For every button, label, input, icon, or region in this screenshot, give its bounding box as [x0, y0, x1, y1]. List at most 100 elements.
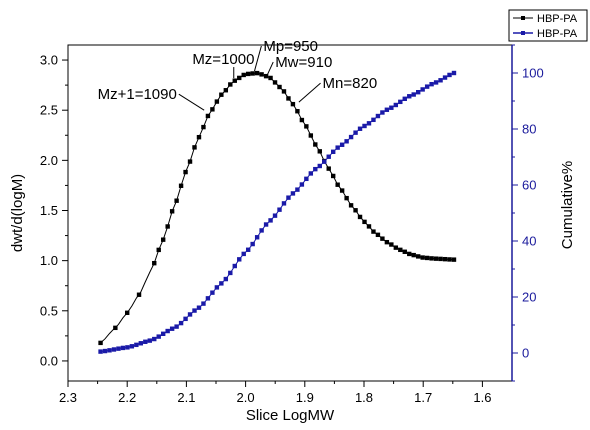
series-1-point [277, 84, 282, 90]
series-2-point [290, 191, 296, 196]
series-2-point [250, 241, 255, 247]
series-1-point [196, 134, 202, 140]
x-axis: 2.3 2.2 2.1 2.0 1.9 1.8 1.7 1.6 [59, 381, 491, 405]
series-2-point [165, 328, 170, 334]
series-2-point [134, 342, 139, 348]
series-1-point [250, 71, 255, 76]
series-2-point [429, 81, 434, 87]
annotation-leader [178, 93, 205, 111]
series-2-point [174, 324, 179, 329]
series-2-point [362, 123, 367, 129]
series-2-point [201, 301, 206, 306]
series-2-point [286, 195, 291, 200]
x-tick-label: 2.1 [177, 390, 195, 405]
series-2-point [304, 176, 309, 182]
series-1-point [165, 224, 170, 229]
series-1-point [245, 71, 251, 77]
series-1-point [353, 208, 358, 213]
annotation-leader [265, 61, 274, 78]
series-2-point [357, 126, 363, 131]
series-1-point [259, 72, 264, 77]
series-2-point [398, 99, 403, 105]
series-2-point [111, 347, 117, 352]
series-2-point [169, 326, 175, 331]
series-1-point [429, 256, 434, 261]
series-2-point [214, 285, 220, 290]
series-1-point [183, 169, 188, 175]
series-1-point [393, 245, 399, 250]
series-1-point [136, 292, 142, 297]
series-1-point [232, 78, 237, 83]
series-2-point [330, 149, 336, 154]
series-2-point [308, 171, 314, 176]
series-1-point [290, 101, 296, 107]
series-1-point [268, 75, 273, 81]
series-2-point [192, 308, 197, 313]
y-right-tick-label: 80 [522, 122, 536, 137]
y-left-tick-label: 2.5 [40, 103, 58, 118]
series-2-point [223, 276, 229, 282]
series-1-point [348, 203, 354, 208]
series-2-point [366, 121, 372, 126]
series-1-point [415, 254, 421, 259]
series-2-point [138, 341, 144, 346]
series-1-point [335, 182, 340, 187]
series-1-point [299, 117, 305, 123]
x-tick-label: 2.0 [237, 390, 255, 405]
legend: HBP-PA HBP-PA [508, 9, 588, 42]
y-axis-left-title: dwt/d(logM) [9, 174, 26, 252]
series-2-point [232, 263, 237, 269]
y-axis-right-title: Cumulative% [559, 161, 576, 249]
x-tick-label: 2.3 [59, 390, 77, 405]
y-axis-left: 0.0 0.5 1.0 1.5 2.0 2.5 3.0 [40, 53, 68, 368]
y-axis-right: 0 20 40 60 80 100 [511, 44, 544, 382]
series-1-point [438, 256, 443, 262]
series-2-point [447, 72, 452, 78]
series-1-point [433, 256, 439, 261]
series-1-point [308, 133, 314, 138]
annotation-label: Mz+1=1090 [98, 86, 177, 103]
series-2-point [407, 94, 412, 99]
series-1-point [286, 96, 291, 101]
series-2-point [451, 70, 457, 76]
series-1-point [411, 252, 416, 258]
series-2-point [295, 187, 300, 192]
series-2-point [438, 78, 443, 83]
series-1-point [389, 242, 394, 247]
series-1-point [407, 251, 412, 257]
series-2-point [415, 90, 421, 95]
series-2-point [433, 80, 439, 85]
x-tick-label: 1.6 [473, 390, 491, 405]
series-layer [98, 70, 457, 354]
series-1-point [281, 89, 287, 94]
series-1-point [210, 107, 215, 112]
series-1-point [366, 224, 372, 229]
series-2-point [411, 92, 416, 97]
series-line-1 [100, 72, 455, 344]
series-2-point [339, 142, 345, 147]
series-1-point [174, 198, 179, 203]
series-2-point [277, 207, 282, 212]
series-1-point [187, 159, 193, 164]
legend-marker-1 [521, 16, 525, 20]
y-left-tick-label: 0.5 [40, 303, 58, 318]
series-1-point [371, 229, 376, 234]
series-1-point [98, 340, 103, 346]
series-1-point [228, 82, 233, 87]
series-2-point [156, 334, 161, 339]
series-2-point [107, 348, 112, 353]
x-axis-title: Slice LogMW [246, 407, 335, 424]
legend-marker-2 [521, 31, 525, 35]
series-2-point [281, 201, 287, 206]
series-2-point [241, 251, 246, 257]
series-2-point [344, 139, 349, 144]
series-2-point [98, 349, 103, 354]
series-1-point [237, 75, 242, 81]
series-2-point [120, 345, 126, 351]
series-1-point [241, 72, 246, 78]
series-1-point [384, 239, 390, 245]
y-left-tick-label: 3.0 [40, 53, 58, 68]
series-2-point [178, 320, 184, 326]
series-1-point [317, 149, 322, 154]
